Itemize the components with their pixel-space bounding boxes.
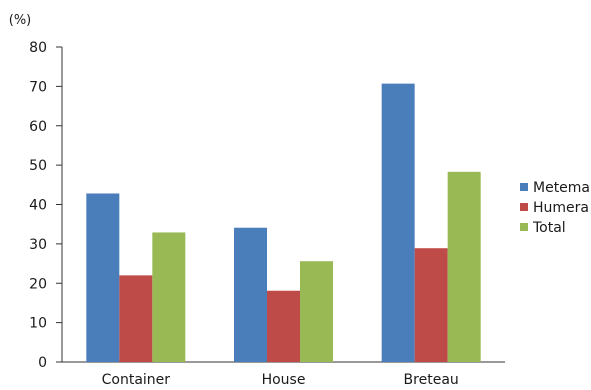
- bar-metema-house: [234, 227, 267, 362]
- legend-label: Metema: [533, 180, 590, 196]
- y-axis-unit-label: (%): [9, 13, 32, 28]
- bar-humera-house: [267, 290, 300, 362]
- x-tick-label: Container: [102, 372, 171, 388]
- legend-swatch-total: [520, 223, 528, 231]
- y-axis-ticks: 0 10 20 30 40 50 60 70 80: [29, 40, 62, 371]
- bar-humera-container: [119, 275, 153, 362]
- y-tick-label: 60: [29, 119, 47, 135]
- y-tick-label: 30: [29, 237, 47, 253]
- x-tick-label: Breteau: [404, 372, 459, 388]
- y-tick-label: 40: [29, 198, 47, 214]
- legend-label: Humera: [533, 200, 589, 216]
- y-tick-label: 10: [29, 316, 47, 332]
- x-tick-label: House: [262, 372, 306, 388]
- bar-marks: [86, 83, 481, 363]
- y-tick-label: 80: [29, 40, 47, 56]
- y-tick-label: 20: [29, 276, 47, 292]
- bar-total-breteau: [447, 171, 481, 362]
- legend-label: Total: [532, 220, 566, 236]
- bar-humera-breteau: [414, 248, 448, 362]
- bar-metema-breteau: [381, 83, 415, 363]
- bar-total-container: [152, 232, 186, 362]
- x-axis-labels: Container House Breteau: [102, 372, 459, 388]
- y-tick-label: 50: [29, 158, 47, 174]
- bar-metema-container: [86, 193, 120, 362]
- legend: Metema Humera Total: [520, 180, 590, 236]
- y-tick-label: 70: [29, 79, 47, 95]
- legend-swatch-metema: [520, 183, 528, 191]
- y-tick-label: 0: [38, 355, 47, 371]
- bar-total-house: [300, 261, 333, 362]
- legend-swatch-humera: [520, 203, 528, 211]
